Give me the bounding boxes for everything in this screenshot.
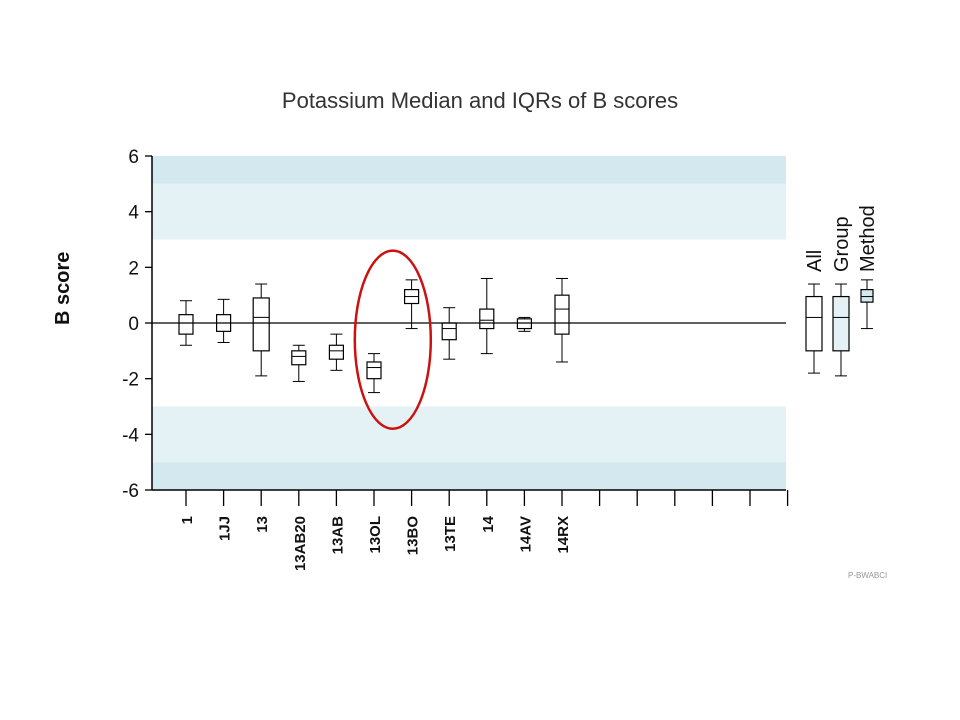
corner-code: P-BWABCI — [848, 571, 888, 580]
x-tick-label: 13OL — [367, 516, 384, 554]
summary-label-all: All — [804, 250, 826, 272]
summary-label-method: Method — [857, 205, 879, 272]
summary-box-group — [832, 283, 850, 377]
x-tick-label: 1 — [179, 516, 196, 524]
box-14RX — [554, 277, 570, 363]
summary-box-all — [805, 283, 823, 374]
band-3 — [152, 462, 786, 490]
box-iqr — [441, 322, 457, 341]
y-tick-label: -6 — [122, 481, 139, 502]
box-iqr — [554, 294, 570, 335]
x-tick-label: 13 — [254, 516, 271, 533]
y-tick-label: 2 — [128, 258, 139, 279]
chart-title: Potassium Median and IQRs of B scores — [281, 88, 679, 113]
box-14AV — [516, 316, 533, 332]
box-iqr — [178, 314, 194, 335]
box-13AB — [328, 333, 344, 371]
box-13AB20 — [291, 344, 307, 382]
box-iqr — [366, 361, 382, 380]
box-1 — [178, 300, 194, 346]
box-iqr — [832, 295, 850, 352]
box-14 — [479, 277, 495, 355]
y-tick-label: -2 — [122, 370, 139, 391]
x-tick-label: 13BO — [405, 516, 422, 556]
x-tick-label: 14AV — [517, 516, 534, 552]
y-tick-label: 0 — [128, 314, 139, 335]
x-tick-label: 13AB — [329, 516, 346, 555]
box-iqr — [252, 297, 270, 352]
y-tick-label: -4 — [122, 425, 139, 446]
x-tick-label: 14 — [480, 515, 497, 532]
band-0 — [152, 156, 786, 184]
box-13TE — [441, 307, 457, 360]
box-iqr — [479, 308, 495, 330]
box-iqr — [860, 289, 874, 303]
x-tick-label: 14RX — [555, 516, 572, 554]
y-tick-label: 6 — [128, 147, 139, 168]
x-tick-label: 1JJ — [217, 516, 234, 541]
box-13OL — [366, 353, 382, 394]
box-iqr — [291, 350, 307, 366]
x-tick-label: 13TE — [442, 516, 459, 552]
summary-label-group: Group — [831, 216, 853, 272]
x-tick-label: 13AB20 — [292, 516, 309, 571]
box-1JJ — [216, 298, 232, 343]
highlight-ellipse — [353, 249, 433, 431]
y-tick-label: 4 — [128, 203, 139, 224]
band-1 — [152, 183, 786, 240]
box-iqr — [516, 318, 533, 330]
box-iqr — [328, 344, 344, 360]
box-13 — [252, 283, 270, 377]
band-2 — [152, 406, 786, 463]
summary-box-method — [860, 279, 874, 330]
box-iqr — [805, 295, 823, 352]
box-13BO — [404, 279, 420, 330]
